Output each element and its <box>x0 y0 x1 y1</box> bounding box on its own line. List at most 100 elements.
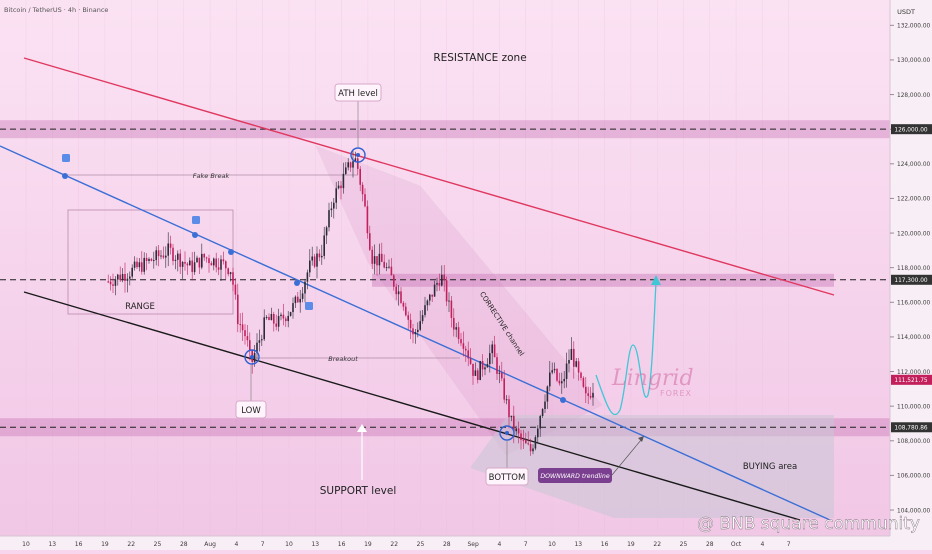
candle-body <box>438 283 441 286</box>
candle-body <box>177 253 179 260</box>
candle-body <box>217 267 220 270</box>
candle-body <box>573 348 575 367</box>
candle-body <box>138 262 141 268</box>
time-axis[interactable]: 10 13 16 19 22 25 28 Aug 4 7 10 13 16 19 22 25 28 Sep 4 7 10… <box>0 535 932 550</box>
price-tag-label: 111,521.75 <box>894 378 928 384</box>
candle-body <box>354 158 357 162</box>
candle-body <box>318 253 321 258</box>
time-tick-label: 7 <box>787 541 791 548</box>
pivot-circle-marker <box>244 349 260 365</box>
candle-body <box>136 261 138 268</box>
annotations-layer <box>62 101 661 480</box>
time-tick-label: 19 <box>364 541 372 548</box>
time-tick-label: 22 <box>390 541 398 548</box>
candle-body <box>414 331 417 335</box>
candle-body <box>179 253 181 267</box>
support-arrow-head <box>357 424 367 432</box>
candle-body <box>285 318 287 322</box>
time-tick-label: 13 <box>574 541 582 548</box>
candle-body <box>227 268 229 275</box>
candle-body <box>328 210 330 228</box>
candle-body <box>337 185 340 189</box>
price-tick-label: 132,000.00 <box>897 24 931 30</box>
price-tick-label: 128,000.00 <box>897 93 931 99</box>
low-callout: LOW <box>235 400 267 419</box>
candle-body <box>385 267 388 269</box>
candle-body <box>534 437 537 449</box>
candle-body <box>376 256 378 266</box>
candle-body <box>129 276 131 279</box>
candle-body <box>150 258 153 261</box>
candle-body <box>313 256 316 267</box>
candle-body <box>539 416 541 429</box>
candle-body <box>407 315 409 320</box>
candle-body <box>239 324 241 326</box>
time-tick-label: 4 <box>760 541 764 548</box>
candle-body <box>493 344 496 358</box>
candle-body <box>347 162 349 168</box>
candle-body <box>496 357 498 374</box>
candle-body <box>167 243 169 256</box>
candle-body <box>503 378 505 400</box>
candle-body <box>268 317 270 321</box>
ath-callout-label: ATH level <box>338 89 378 99</box>
resistance-trendline <box>23 57 835 296</box>
candle-body <box>457 327 460 340</box>
candle-body <box>501 372 503 379</box>
candle-body <box>225 261 227 269</box>
event-flag-icon <box>305 302 313 310</box>
candle-body <box>220 259 222 270</box>
candle-body <box>460 339 462 344</box>
candle-body <box>505 399 508 401</box>
price-tick-label: 108,000.00 <box>897 439 931 445</box>
candle-body <box>393 275 395 287</box>
candle-body <box>465 348 467 351</box>
candle-body <box>491 344 493 354</box>
candle-body <box>119 274 121 281</box>
support-trendline <box>23 291 801 521</box>
candle-body <box>467 350 469 359</box>
time-tick-label: 16 <box>601 541 609 548</box>
low-callout-box <box>235 400 267 419</box>
candle-body <box>417 329 419 332</box>
candle-body <box>153 260 155 262</box>
candle-body <box>402 302 405 307</box>
candle-body <box>330 208 333 211</box>
candle-body <box>587 393 589 396</box>
candle-body <box>174 259 177 261</box>
candle-body <box>301 293 304 299</box>
time-tick-label: 16 <box>75 541 83 548</box>
time-tick-label: Sep <box>467 541 479 548</box>
time-tick-label: 13 <box>48 541 56 548</box>
time-tick-label: 4 <box>497 541 501 548</box>
time-tick-label: 25 <box>680 541 688 548</box>
time-tick-label: 28 <box>443 541 451 548</box>
candle-body <box>556 368 558 381</box>
price-axis[interactable]: USDT 104,000.00 106,000.00 108,000.00 110,0… <box>889 0 932 536</box>
candle-body <box>270 314 273 321</box>
candle-body <box>203 253 205 258</box>
ath-callout-box <box>334 83 382 102</box>
candle-body <box>172 247 174 261</box>
price-tick-label: 112,000.00 <box>897 370 931 376</box>
bottom-callout-box <box>485 467 529 486</box>
price-tick-label: 120,000.00 <box>897 231 931 237</box>
candle-body <box>275 323 277 327</box>
candle-body <box>299 298 301 303</box>
candle-body <box>234 284 237 295</box>
candle-body <box>309 260 311 273</box>
time-tick-label: 7 <box>261 541 265 548</box>
candle-body <box>345 167 347 174</box>
time-tick-label: Aug <box>204 541 216 548</box>
candle-body <box>421 315 424 322</box>
price-tick-label: 104,000.00 <box>897 508 931 514</box>
candle-body <box>450 300 453 318</box>
candle-body <box>484 367 486 370</box>
candle-body <box>246 336 249 341</box>
price-tag-label: 117,300.00 <box>894 278 928 284</box>
candles-layer <box>107 149 594 456</box>
projection-path <box>595 281 657 416</box>
candle-body <box>335 188 337 203</box>
candle-body <box>280 314 282 317</box>
